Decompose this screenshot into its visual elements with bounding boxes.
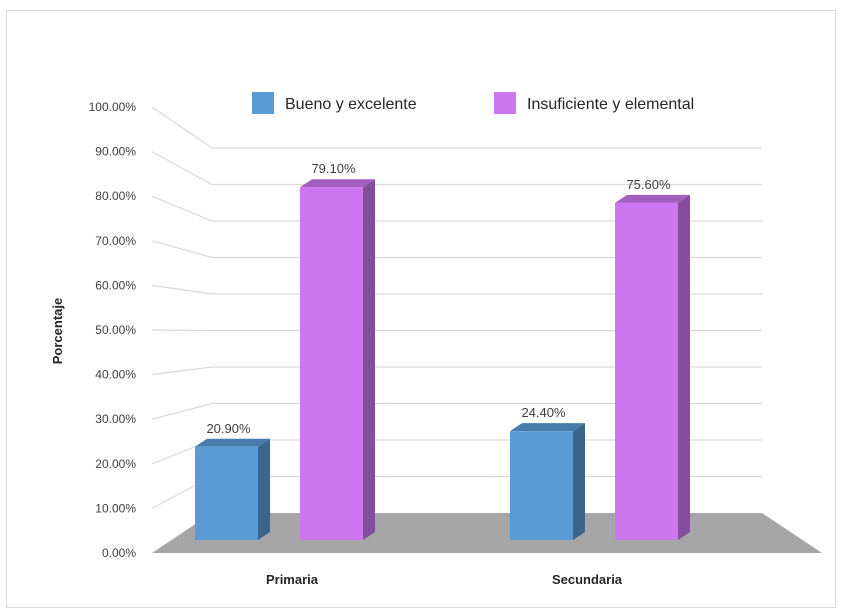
bar [300,187,363,541]
gridline-diagonal [151,402,213,420]
legend-swatch [252,92,274,114]
bar [510,431,573,540]
legend-swatch [494,92,516,114]
bar-top [615,194,690,203]
x-tick-label: Secundaria [552,572,623,587]
gridline-diagonal [151,195,213,222]
bar-side [363,179,375,541]
y-axis-label: Porcentaje [50,298,65,364]
y-tick-label: 70.00% [95,234,136,248]
bar-side [573,423,585,540]
gridline-diagonal [151,151,213,186]
legend-label: Insuficiente y elemental [527,96,694,113]
data-label: 79.10% [311,161,356,176]
data-label: 75.60% [626,177,671,192]
y-tick-label: 40.00% [95,368,136,382]
gridline-diagonal [151,106,213,149]
bar-top [300,179,375,188]
bar-side [678,194,690,540]
bar-side [258,438,270,540]
bar [195,446,258,540]
gridline-diagonal [151,240,213,259]
y-tick-label: 100.00% [89,100,137,114]
bar [615,202,678,540]
x-tick-label: Primaria [266,572,319,587]
y-tick-label: 80.00% [95,189,136,203]
bar-top [510,423,585,432]
gridline-diagonal [151,366,213,376]
legend-label: Bueno y excelente [285,96,417,113]
y-tick-label: 50.00% [95,323,136,337]
gridline-diagonal [151,284,213,295]
data-label: 24.40% [521,405,566,420]
bar-top [195,438,270,447]
y-tick-label: 10.00% [95,501,136,515]
y-tick-label: 0.00% [102,546,136,560]
y-tick-label: 20.00% [95,457,136,471]
gridline-diagonal [151,329,213,332]
y-tick-label: 60.00% [95,278,136,292]
data-label: 20.90% [206,421,251,436]
chart-frame [6,10,836,608]
y-tick-label: 90.00% [95,145,136,159]
y-tick-label: 30.00% [95,412,136,426]
